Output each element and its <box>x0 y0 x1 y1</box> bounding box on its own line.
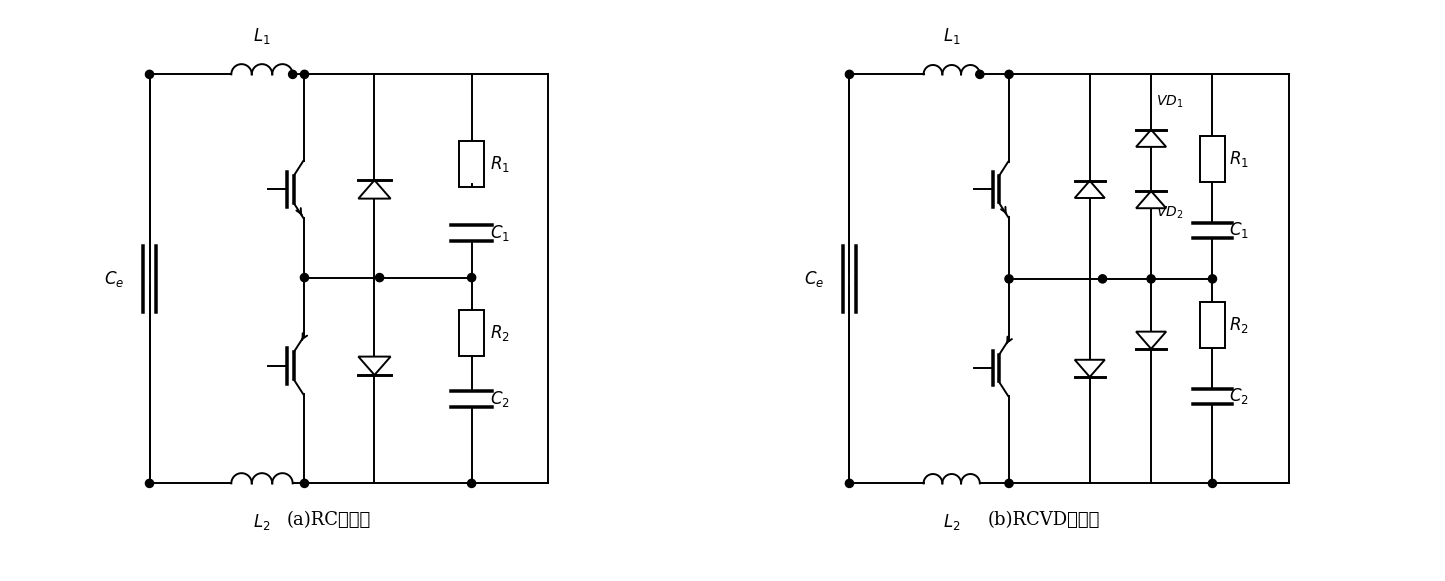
Text: $R_2$: $R_2$ <box>490 322 509 343</box>
Circle shape <box>146 70 153 78</box>
Polygon shape <box>1075 360 1105 377</box>
Circle shape <box>301 70 309 78</box>
Bar <box>1199 136 1225 182</box>
Circle shape <box>1004 70 1013 78</box>
Circle shape <box>468 479 475 487</box>
Circle shape <box>975 70 984 78</box>
Text: $L_1$: $L_1$ <box>253 26 270 46</box>
Text: $L_2$: $L_2$ <box>253 511 270 532</box>
Circle shape <box>1208 275 1217 283</box>
Polygon shape <box>1136 191 1166 208</box>
Polygon shape <box>1075 181 1105 198</box>
Circle shape <box>845 70 854 78</box>
Circle shape <box>1147 275 1155 283</box>
Text: $C_1$: $C_1$ <box>490 223 510 243</box>
Circle shape <box>301 479 309 487</box>
Text: $L_1$: $L_1$ <box>944 26 961 46</box>
Circle shape <box>301 274 309 282</box>
Circle shape <box>1098 275 1107 283</box>
Circle shape <box>289 70 296 78</box>
Circle shape <box>146 479 153 487</box>
Text: (b)RCVD吸收型: (b)RCVD吸收型 <box>987 511 1100 529</box>
Text: $L_2$: $L_2$ <box>944 511 961 532</box>
Bar <box>460 310 484 356</box>
Text: $C_e$: $C_e$ <box>104 269 124 289</box>
Bar <box>1199 302 1225 348</box>
Bar <box>460 141 484 187</box>
Text: $R_1$: $R_1$ <box>1230 149 1250 168</box>
Circle shape <box>1004 275 1013 283</box>
Text: $C_2$: $C_2$ <box>490 389 510 409</box>
Text: $VD_1$: $VD_1$ <box>1156 94 1183 110</box>
Circle shape <box>468 274 475 282</box>
Polygon shape <box>358 180 390 199</box>
Circle shape <box>1208 479 1217 487</box>
Text: $C_2$: $C_2$ <box>1230 386 1248 407</box>
Circle shape <box>845 479 854 487</box>
Text: $C_1$: $C_1$ <box>1230 220 1250 241</box>
Text: $R_1$: $R_1$ <box>490 154 510 174</box>
Polygon shape <box>358 357 390 375</box>
Polygon shape <box>1136 332 1166 349</box>
Circle shape <box>1004 479 1013 487</box>
Circle shape <box>376 274 384 282</box>
Text: $R_2$: $R_2$ <box>1230 315 1248 335</box>
Text: $C_e$: $C_e$ <box>803 269 824 289</box>
Polygon shape <box>1136 130 1166 147</box>
Text: $VD_2$: $VD_2$ <box>1156 205 1183 221</box>
Text: (a)RC吸收型: (a)RC吸收型 <box>286 511 370 529</box>
